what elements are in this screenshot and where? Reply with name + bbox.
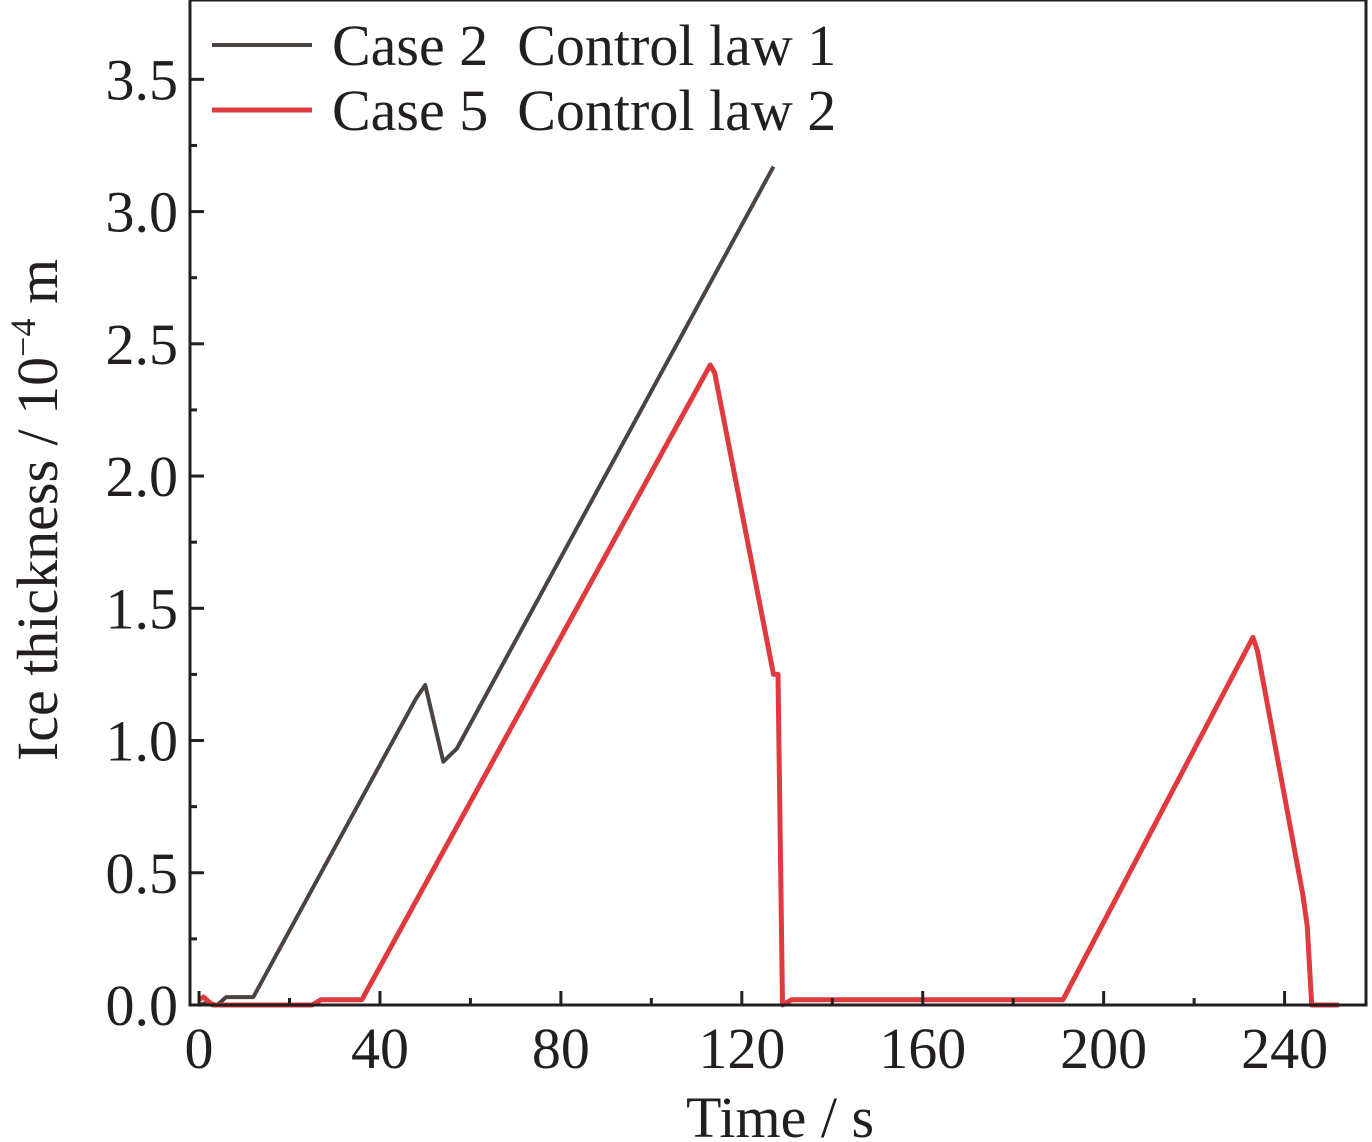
y-ticks: 0.0 0.5 1.0 1.5 2.0 2.5 3.0 3.5 [106,47,204,1038]
x-tick-label: 160 [879,1016,966,1081]
x-tick-label: 0 [185,1016,214,1081]
y-tick-label: 0.5 [106,841,179,906]
legend-label-case-2: Case 2 Control law 1 [332,13,836,78]
y-tick-label: 3.5 [106,47,179,112]
y-axis-title-suffix: m [5,259,70,319]
legend-label-case-5: Case 5 Control law 2 [332,78,836,143]
x-tick-label: 200 [1060,1016,1147,1081]
x-tick-label: 240 [1241,1016,1328,1081]
x-ticks: 0 40 80 120 160 200 240 [185,991,1328,1081]
y-axis-title: Ice thickness / 10−4 m [3,259,70,761]
plot-frame [188,0,1368,1007]
y-tick-label: 3.0 [106,180,179,245]
y-tick-label: 1.0 [106,709,179,774]
y-tick-label: 1.5 [106,576,179,641]
x-axis-title: Time / s [686,1085,874,1142]
y-tick-label: 0.0 [106,973,179,1038]
x-tick-label: 80 [532,1016,590,1081]
plot-series [197,165,1339,1008]
y-axis-title-prefix: Ice thickness / 10 [5,357,70,761]
series-line-case-2 [198,165,776,1007]
x-tick-label: 120 [698,1016,785,1081]
y-tick-label: 2.0 [106,444,179,509]
series-line-case-5 [197,362,1339,1008]
x-tick-label: 40 [351,1016,409,1081]
legend: Case 2 Control law 1 Case 5 Control law … [212,13,836,143]
y-tick-label: 2.5 [106,312,179,377]
y-axis-title-exponent: −4 [3,319,43,357]
